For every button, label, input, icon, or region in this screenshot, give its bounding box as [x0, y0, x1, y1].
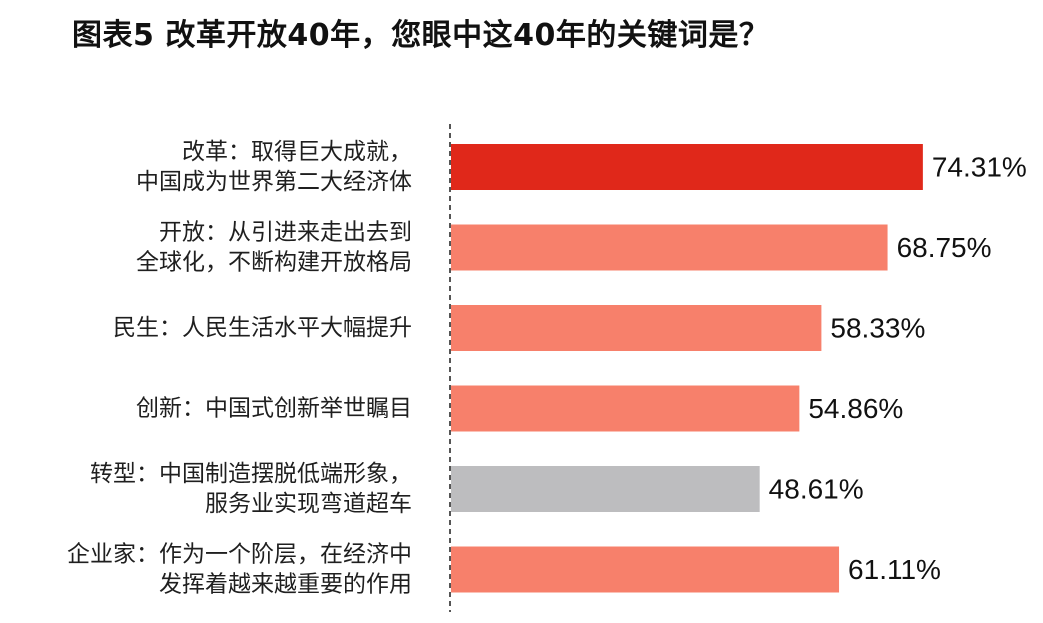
bar-3: [451, 305, 822, 351]
bar-6: [451, 546, 840, 593]
value-label-1: 74.31%: [932, 152, 1027, 183]
category-label-1-line-2: 中国成为世界第二大经济体: [136, 169, 412, 195]
category-labels-group: 改革：取得巨大成就， 中国成为世界第二大经济体开放：从引进来走出去到全球化，不断构…: [67, 139, 412, 598]
category-label-2-line-2: 全球化，不断构建开放格局: [136, 250, 412, 276]
value-label-6: 61.11%: [848, 554, 941, 585]
value-label-5: 48.61%: [769, 474, 864, 505]
bars-group: [451, 144, 923, 593]
category-label-1-line-1: 改革：取得巨大成就，: [182, 139, 412, 165]
category-label-5-line-1: 转型：中国制造摆脱低端形象，: [90, 461, 412, 487]
value-labels-group: 74.31% 68.75% 58.33% 54.86% 48.61% 61.11%: [769, 152, 1027, 586]
chart-title: 图表5 改革开放40年，您眼中这40年的关键词是？: [72, 18, 770, 53]
category-label-4-line-1: 创新：中国式创新举世瞩目: [136, 396, 412, 422]
category-label-6-line-1: 企业家：作为一个阶层，在经济中: [67, 542, 412, 568]
value-label-2: 68.75%: [897, 232, 992, 263]
value-label-3: 58.33%: [830, 313, 925, 344]
category-label-6-line-2: 发挥着越来越重要的作用: [159, 572, 412, 598]
category-label-2-line-1: 开放：从引进来走出去到: [159, 220, 412, 246]
bar-5: [451, 466, 760, 512]
value-label-4: 54.86%: [808, 393, 903, 424]
bar-4: [451, 385, 800, 432]
bar-2: [451, 224, 888, 271]
bar-1: [451, 144, 923, 190]
category-label-3-line-1: 民生：人民生活水平大幅提升: [113, 315, 412, 341]
category-label-5-line-2: 服务业实现弯道超车: [205, 491, 412, 517]
